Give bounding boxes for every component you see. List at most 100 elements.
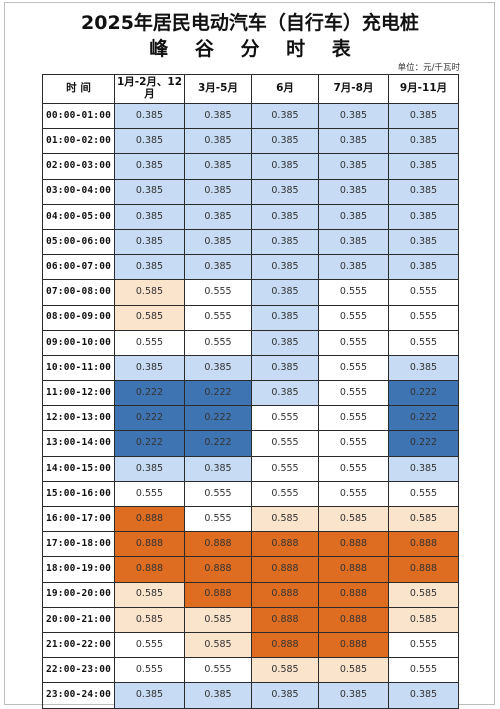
table-row: 19:00-20:00 0.585 0.888 0.888 0.888 0.585	[42, 581, 459, 608]
price-cell: 0.555	[114, 329, 185, 356]
table-row: 21:00-22:00 0.555 0.585 0.888 0.888 0.555	[42, 631, 459, 659]
price-cell: 0.222	[388, 430, 459, 457]
price-cell: 0.888	[184, 581, 252, 608]
price-cell: 0.385	[388, 178, 459, 205]
price-cell: 0.888	[114, 531, 185, 558]
price-cell: 0.222	[114, 405, 185, 432]
price-cell: 0.888	[251, 606, 319, 633]
table-row: 03:00-04:00 0.385 0.385 0.385 0.385 0.385	[42, 178, 459, 205]
price-cell: 0.555	[388, 657, 459, 684]
price-cell: 0.585	[388, 505, 459, 533]
price-cell: 0.385	[114, 153, 185, 180]
tariff-table: 时 间 1月-2月、12月 3月-5月 6月 7月-8月 9月-11月 00:0…	[42, 74, 459, 709]
header-jun: 6月	[251, 74, 319, 104]
price-cell: 0.385	[251, 354, 319, 382]
document-subtitle: 峰 谷 分 时 表	[149, 38, 361, 60]
price-cell: 0.555	[318, 329, 389, 356]
price-cell: 0.385	[318, 228, 389, 256]
time-slot-cell: 01:00-02:00	[42, 128, 115, 155]
price-cell: 0.385	[114, 455, 185, 482]
price-cell: 0.385	[251, 228, 319, 256]
price-cell: 0.585	[318, 657, 389, 684]
time-slot-cell: 02:00-03:00	[42, 153, 115, 180]
price-cell: 0.385	[251, 682, 319, 709]
time-slot-cell: 17:00-18:00	[42, 531, 115, 558]
time-slot-cell: 05:00-06:00	[42, 228, 115, 256]
time-slot-cell: 18:00-19:00	[42, 556, 115, 583]
price-cell: 0.888	[114, 505, 185, 533]
price-cell: 0.385	[388, 203, 459, 230]
time-slot-cell: 15:00-16:00	[42, 480, 115, 508]
price-cell: 0.888	[114, 556, 185, 583]
price-cell: 0.555	[251, 455, 319, 482]
table-body: 00:00-01:00 0.385 0.385 0.385 0.385 0.385 01:0…	[42, 102, 459, 709]
unit-note: 单位：元/千瓦时	[397, 63, 460, 73]
price-cell: 0.555	[184, 329, 252, 356]
table-row: 17:00-18:00 0.888 0.888 0.888 0.888 0.888	[42, 531, 459, 558]
table-row: 08:00-09:00 0.585 0.555 0.385 0.555 0.555	[42, 304, 459, 331]
price-cell: 0.888	[251, 581, 319, 608]
price-cell: 0.385	[318, 128, 389, 155]
time-slot-cell: 16:00-17:00	[42, 505, 115, 533]
price-cell: 0.385	[251, 380, 319, 407]
price-cell: 0.585	[318, 505, 389, 533]
time-slot-cell: 08:00-09:00	[42, 304, 115, 331]
price-cell: 0.555	[318, 380, 389, 407]
price-cell: 0.385	[251, 203, 319, 230]
document-title: 2025年居民电动汽车（自行车）充电桩	[81, 12, 419, 34]
time-slot-cell: 23:00-24:00	[42, 682, 115, 709]
header-jul-aug: 7月-8月	[318, 74, 389, 104]
price-cell: 0.555	[388, 304, 459, 331]
time-slot-cell: 00:00-01:00	[42, 102, 115, 130]
price-cell: 0.385	[184, 178, 252, 205]
price-cell: 0.385	[184, 354, 252, 382]
price-cell: 0.555	[318, 430, 389, 457]
price-cell: 0.555	[318, 405, 389, 432]
price-cell: 0.385	[114, 128, 185, 155]
price-cell: 0.385	[251, 178, 319, 205]
price-cell: 0.385	[184, 254, 252, 281]
price-cell: 0.555	[388, 631, 459, 659]
price-cell: 0.385	[318, 254, 389, 281]
time-slot-cell: 06:00-07:00	[42, 254, 115, 281]
table-row: 09:00-10:00 0.555 0.555 0.385 0.555 0.555	[42, 329, 459, 356]
price-cell: 0.385	[114, 354, 185, 382]
time-slot-cell: 11:00-12:00	[42, 380, 115, 407]
time-slot-cell: 09:00-10:00	[42, 329, 115, 356]
time-slot-cell: 12:00-13:00	[42, 405, 115, 432]
table-row: 12:00-13:00 0.222 0.222 0.555 0.555 0.222	[42, 405, 459, 432]
price-cell: 0.555	[251, 405, 319, 432]
table-row: 13:00-14:00 0.222 0.222 0.555 0.555 0.222	[42, 430, 459, 457]
price-cell: 0.385	[251, 329, 319, 356]
price-cell: 0.888	[388, 531, 459, 558]
price-cell: 0.555	[251, 480, 319, 508]
header-sep-nov: 9月-11月	[388, 74, 459, 104]
time-slot-cell: 04:00-05:00	[42, 203, 115, 230]
table-row: 10:00-11:00 0.385 0.385 0.385 0.555 0.385	[42, 354, 459, 382]
price-cell: 0.385	[388, 128, 459, 155]
price-cell: 0.555	[318, 354, 389, 382]
price-cell: 0.385	[184, 228, 252, 256]
price-cell: 0.585	[114, 606, 185, 633]
price-cell: 0.385	[251, 102, 319, 130]
header-jan-feb-dec: 1月-2月、12月	[114, 74, 185, 104]
price-cell: 0.555	[318, 279, 389, 306]
price-cell: 0.888	[318, 581, 389, 608]
price-cell: 0.385	[318, 102, 389, 130]
price-cell: 0.585	[251, 657, 319, 684]
price-cell: 0.385	[318, 178, 389, 205]
table-row: 23:00-24:00 0.385 0.385 0.385 0.385 0.385	[42, 682, 459, 709]
price-cell: 0.585	[184, 631, 252, 659]
price-cell: 0.888	[318, 531, 389, 558]
time-slot-cell: 03:00-04:00	[42, 178, 115, 205]
table-row: 01:00-02:00 0.385 0.385 0.385 0.385 0.385	[42, 128, 459, 155]
price-cell: 0.385	[114, 682, 185, 709]
price-cell: 0.555	[184, 480, 252, 508]
price-cell: 0.385	[184, 203, 252, 230]
table-row: 05:00-06:00 0.385 0.385 0.385 0.385 0.385	[42, 228, 459, 256]
price-cell: 0.555	[114, 480, 185, 508]
table-row: 20:00-21:00 0.585 0.585 0.888 0.888 0.585	[42, 606, 459, 633]
header-time: 时 间	[42, 74, 115, 104]
price-cell: 0.888	[184, 531, 252, 558]
time-slot-cell: 21:00-22:00	[42, 631, 115, 659]
